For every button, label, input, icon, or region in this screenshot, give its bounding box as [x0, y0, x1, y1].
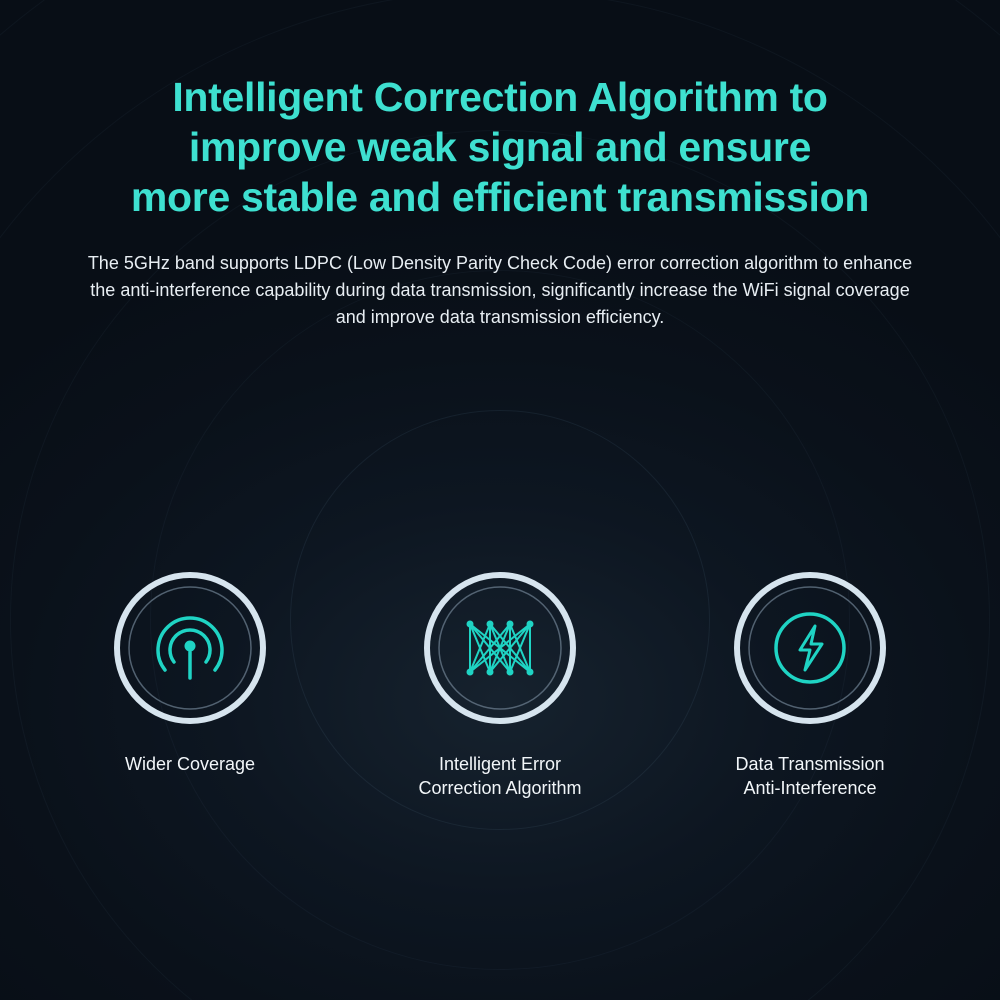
feature-intelligent-error-correction: Intelligent Error Correction Algorithm	[400, 570, 600, 801]
signal-broadcast-icon	[112, 570, 268, 726]
headline-line-2: improve weak signal and ensure	[189, 124, 811, 170]
lightning-bolt-icon	[732, 570, 888, 726]
subtext: The 5GHz band supports LDPC (Low Density…	[80, 250, 920, 331]
feature-caption: Data Transmission Anti-Interference	[735, 752, 884, 801]
feature-caption: Intelligent Error Correction Algorithm	[418, 752, 581, 801]
feature-row: Wider Coverage	[0, 570, 1000, 801]
headline-line-1: Intelligent Correction Algorithm to	[172, 74, 827, 120]
neural-network-icon	[422, 570, 578, 726]
feature-caption: Wider Coverage	[125, 752, 255, 776]
feature-anti-interference: Data Transmission Anti-Interference	[710, 570, 910, 801]
headline: Intelligent Correction Algorithm to impr…	[0, 0, 1000, 222]
headline-line-3: more stable and efficient transmission	[131, 174, 869, 220]
feature-wider-coverage: Wider Coverage	[90, 570, 290, 801]
